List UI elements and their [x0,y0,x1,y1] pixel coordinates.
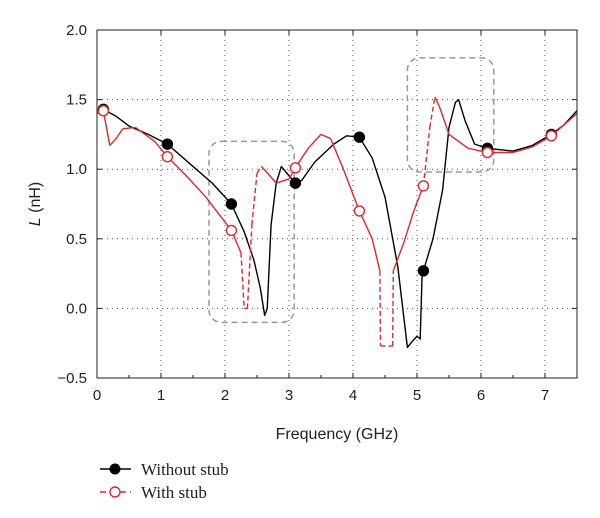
data-point-with-stub [481,146,494,159]
x-tick-label: 5 [413,387,421,404]
x-tick-label: 1 [157,387,165,404]
x-tick-label: 4 [349,387,357,404]
data-point-without-stub [289,177,302,189]
x-axis-title: Frequency (GHz) [276,426,399,443]
axis-ticks: 0 1 2 3 4 5 6 7 −0.5 0.0 0.5 1.0 1.5 2.0 [57,22,577,404]
y-axis-title: L (nH) [27,182,44,226]
y-tick-label: 1.5 [66,92,87,109]
legend-label-with-stub: With stub [141,483,207,502]
series-line-without-stub [96,98,578,349]
data-point-with-stub [417,180,430,192]
data-point-without-stub [417,265,430,277]
x-tick-label: 6 [477,387,485,404]
legend: Without stub With stub [100,460,229,502]
series-layer [96,96,578,349]
data-point-with-stub [289,162,302,174]
series-with-stub [96,96,578,347]
x-tick-label: 2 [221,387,229,404]
highlight-box-2 [406,57,495,173]
y-tick-label: 0.0 [66,300,87,317]
y-tick-label: 1.0 [66,161,87,178]
legend-label-without-stub: Without stub [141,460,229,479]
highlight-box-1 [208,140,295,324]
grid [97,30,577,378]
legend-marker-without-stub [109,463,121,475]
data-point-with-stub [353,205,366,217]
y-tick-label: 2.0 [66,22,87,39]
y-tick-label: −0.5 [57,370,87,387]
data-point-with-stub [161,150,174,163]
data-point-without-stub [225,198,238,210]
legend-marker-with-stub [109,486,121,498]
plot-frame [96,29,578,379]
data-point-with-stub [97,105,110,117]
series-line-dashed-with-stub [240,96,436,347]
data-point-without-stub [161,138,174,150]
data-point-without-stub [353,131,366,143]
legend-item-with-stub: With stub [100,483,207,502]
data-point-with-stub [225,224,238,237]
x-tick-label: 7 [541,387,549,404]
legend-item-without-stub: Without stub [100,460,229,479]
highlight-boxes [208,57,495,324]
series-without-stub [96,98,578,349]
y-tick-label: 0.5 [66,231,87,248]
x-tick-label: 3 [285,387,293,404]
series-line-with-stub [96,96,578,272]
x-tick-label: 0 [93,387,101,404]
data-point-with-stub [545,130,558,142]
